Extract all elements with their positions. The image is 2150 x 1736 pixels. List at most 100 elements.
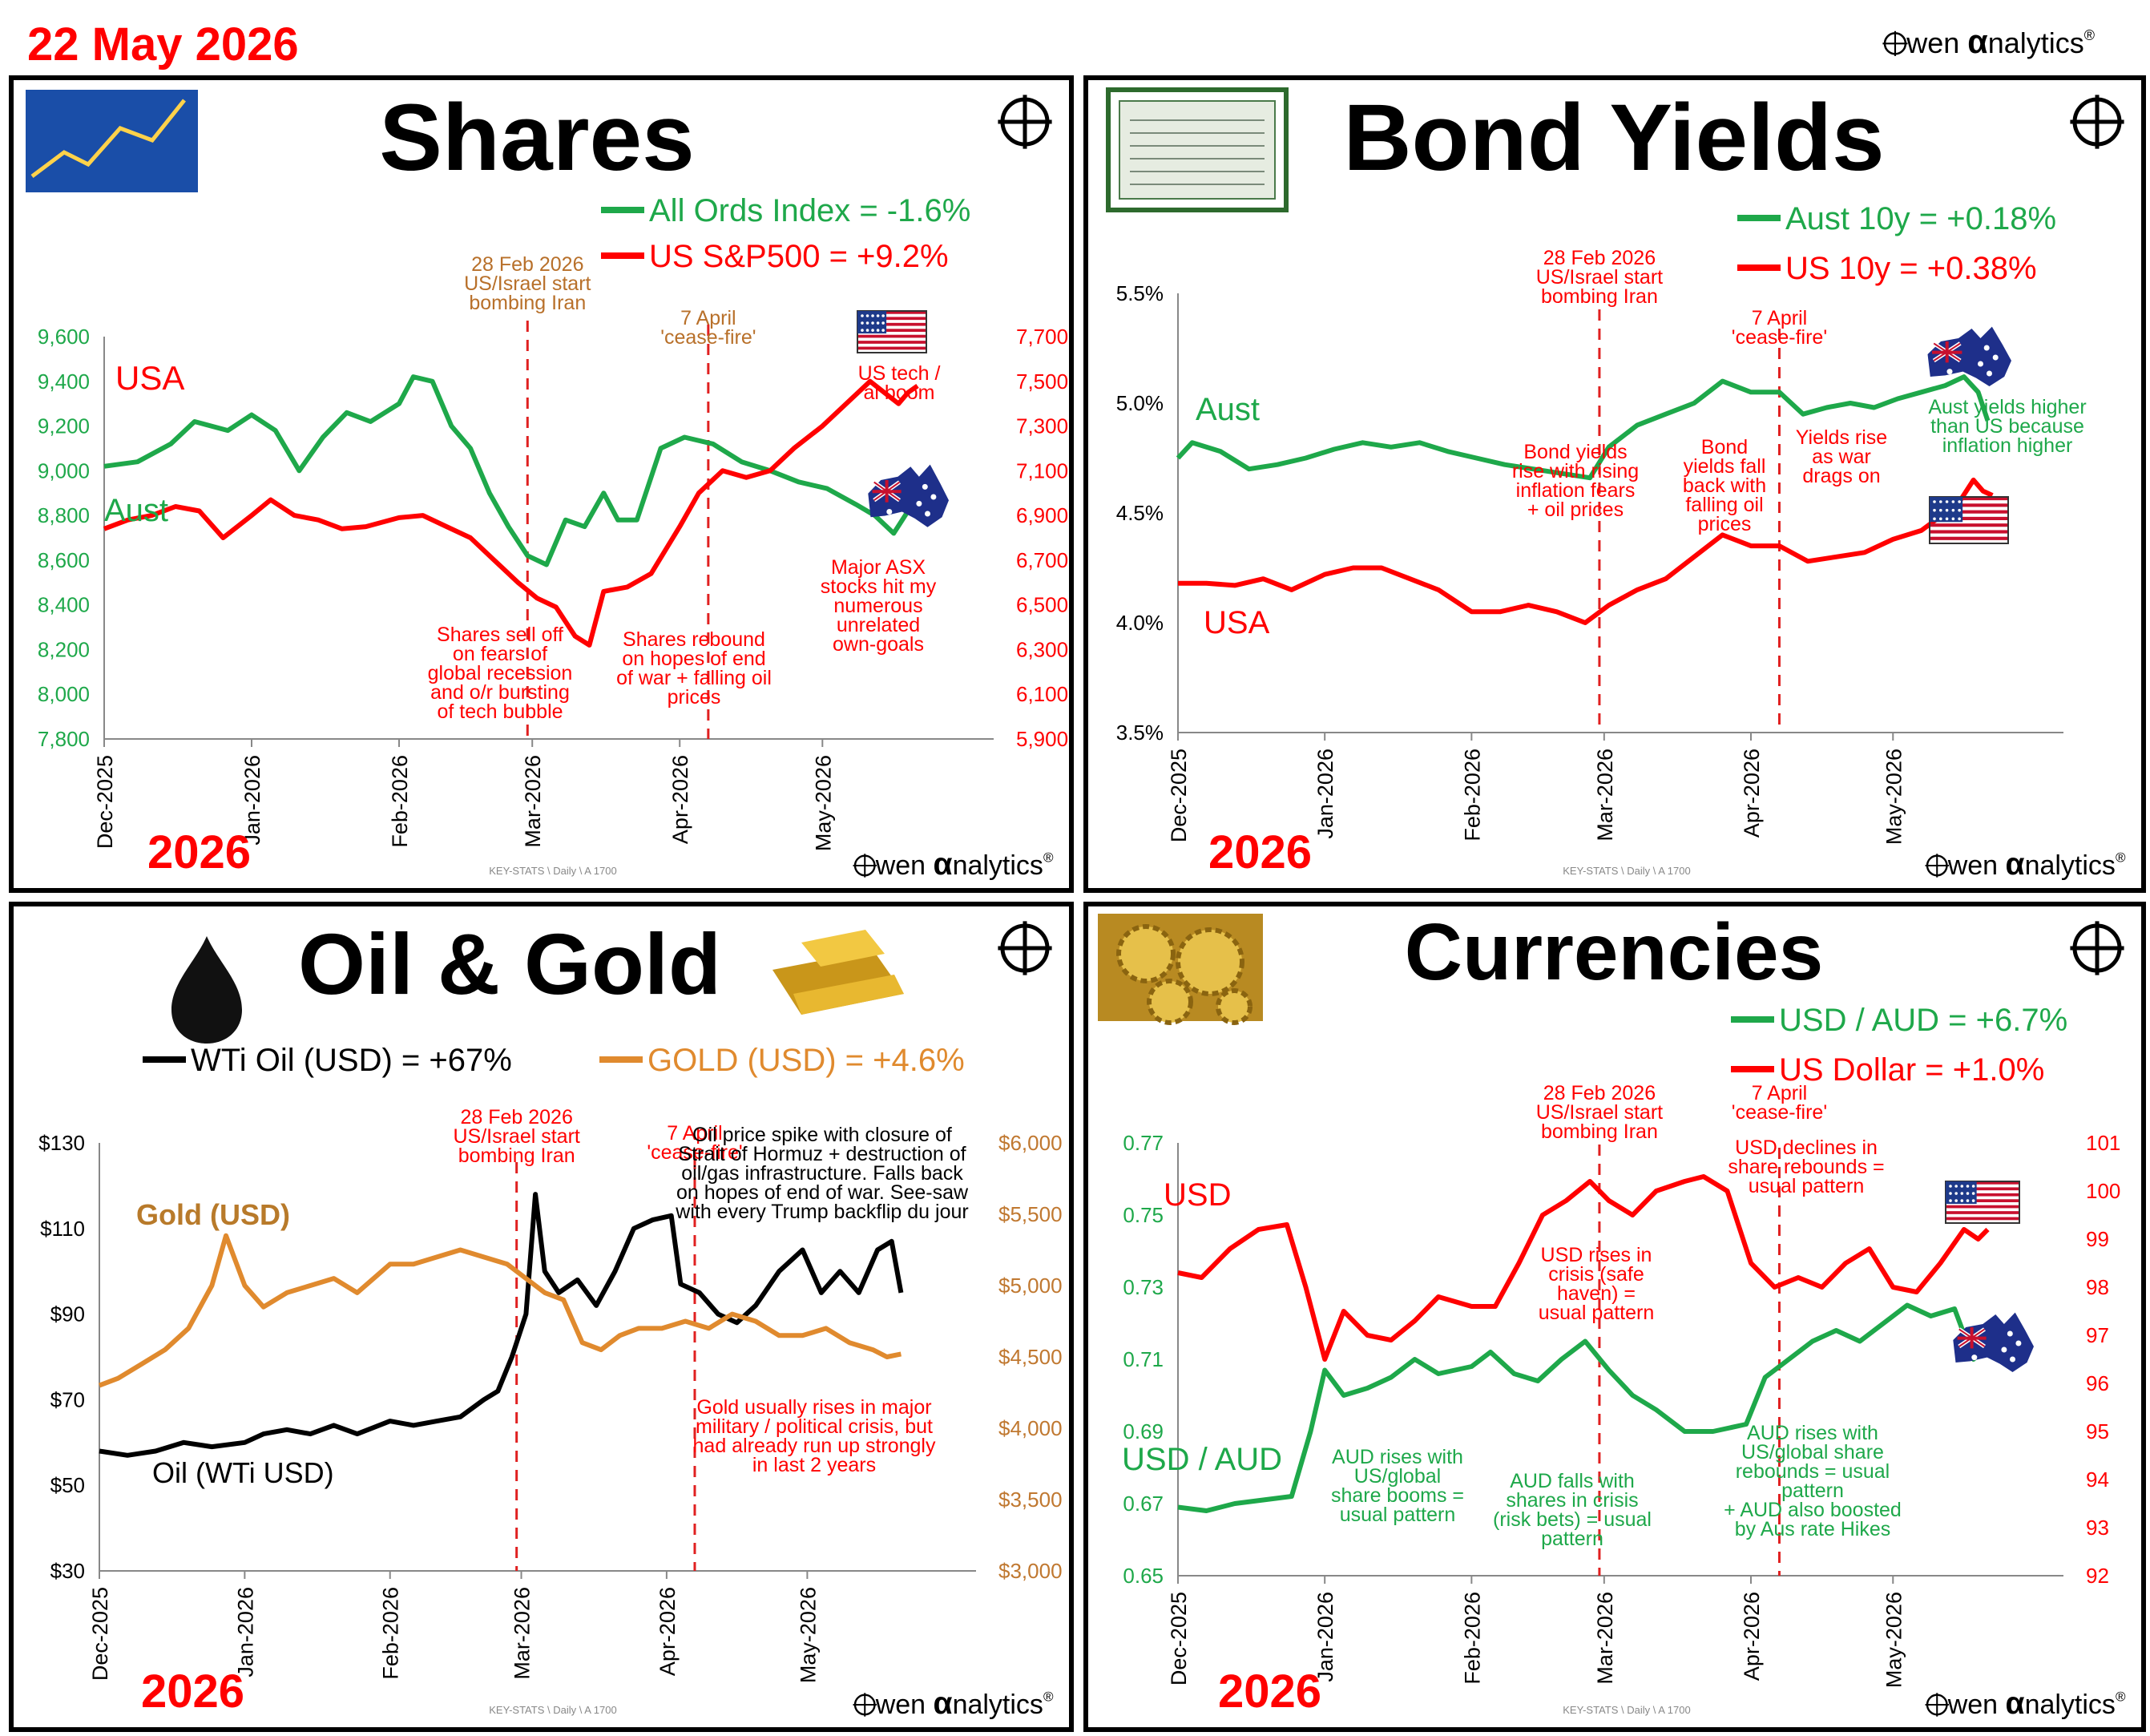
flag-star (1978, 361, 1983, 367)
legend-label: US Dollar = +1.0% (1779, 1052, 2044, 1088)
brand-rest: nalytics (953, 850, 1043, 881)
flag-star (922, 483, 928, 490)
annotation-line: usual pattern (1340, 1504, 1456, 1526)
y-right-tick-label: 93 (2086, 1516, 2109, 1540)
brand-reg: ® (1043, 850, 1054, 866)
y-left-tick-label: 5.5% (1116, 281, 1164, 305)
event-label-event1-line: 28 Feb 2026 (1543, 247, 1656, 269)
series-label: USA (1204, 605, 1270, 640)
annotation-line: of tech bubble (437, 700, 563, 723)
brand-name: wen αnalytics® (1906, 23, 2095, 60)
flag-stripe (857, 311, 926, 314)
flag-star (1954, 1199, 1958, 1202)
x-tick-label: May-2026 (811, 755, 835, 851)
brand-logo: wen αnalytics® (853, 847, 1054, 882)
annotation-line: share rebounds = (1728, 1156, 1884, 1178)
crosshair-icon (998, 921, 1052, 975)
annotation-line: Yields rise (1796, 426, 1887, 449)
y-left-tick-label: 9,600 (38, 325, 90, 349)
annotation-line: had already run up strongly (693, 1435, 936, 1457)
flag-stripe (1930, 523, 2008, 527)
y-left-tick-label: 4.0% (1116, 611, 1164, 635)
annotation-line: rebounds = usual (1736, 1460, 1890, 1483)
annotation-line: + AUD also boosted (1724, 1499, 1902, 1521)
flag-star (1949, 1199, 1952, 1202)
y-left-tick-label: 8,400 (38, 593, 90, 617)
legend-item: WTi Oil (USD) = +67% (143, 1043, 512, 1078)
flag-star (865, 314, 869, 317)
flag-star (1951, 508, 1955, 512)
legend-item: US Dollar = +1.0% (1731, 1052, 2044, 1088)
brand-name: wen αnalytics® (875, 1686, 1054, 1721)
event-label-event2: 7 April'cease-fire' (660, 307, 756, 349)
flag-star (1946, 369, 1953, 375)
y-left-tick-label: 8,200 (38, 637, 90, 661)
gold-bar-top (801, 930, 885, 967)
brand-name-part: wen (875, 850, 934, 881)
us-flag-icon (1929, 496, 2009, 544)
us-flag-icon (1945, 1181, 2020, 1224)
flag-star (1987, 370, 1992, 377)
annotation-line: Major ASX (831, 556, 926, 579)
brand-alpha: α (1967, 23, 1988, 60)
annotation-line: in last 2 years (752, 1454, 876, 1476)
legend-item: US 10y = +0.38% (1737, 251, 2037, 286)
australia-map-flag-icon (1953, 1312, 2034, 1372)
stock-ticker-arrow (30, 99, 186, 178)
legend-label: Aust 10y = +0.18% (1785, 201, 2056, 236)
event-label-event2: 7 April'cease-fire' (1732, 1082, 1827, 1124)
flag-star (916, 500, 922, 507)
gold-bars-highlight (793, 975, 904, 1015)
brand-alpha: α (2006, 847, 2025, 882)
flag-star (1951, 500, 1955, 503)
y-left-tick-label: 8,000 (38, 682, 90, 706)
annotation-line: usual pattern (1539, 1302, 1655, 1324)
y-right-tick-label: 6,700 (1016, 548, 1068, 572)
annotation-line: with every Trump backflip du jour (675, 1201, 968, 1223)
flag-stripe (857, 334, 926, 338)
y-right-tick-label: 7,500 (1016, 369, 1068, 394)
legend-label: WTi Oil (USD) = +67% (191, 1043, 512, 1078)
x-tick-label: Dec-2025 (93, 755, 117, 849)
legend-label: US 10y = +0.38% (1785, 251, 2037, 286)
y-right-tick-label: 5,900 (1016, 727, 1068, 751)
flag-star (925, 511, 930, 517)
flag-stripe (857, 322, 926, 326)
event-label-event2: 7 April'cease-fire' (1732, 307, 1827, 349)
event-label-event1-line: 28 Feb 2026 (471, 253, 583, 276)
x-tick-label: Feb-2026 (1460, 1592, 1484, 1685)
flag-star (1966, 1185, 1970, 1188)
event-label-event1-line: bombing Iran (458, 1145, 575, 1167)
annotation-line: usual pattern (1749, 1175, 1865, 1197)
flag-star (1933, 517, 1936, 521)
y-right-tick-label: 95 (2086, 1419, 2109, 1443)
brand-name: wen αnalytics® (1947, 1686, 2126, 1721)
certificate-inner (1119, 100, 1276, 200)
australia-map-flag-icon (1927, 326, 2011, 386)
annotation-line: global recession (428, 662, 573, 684)
flag-star (2001, 1346, 2007, 1353)
y-left-tick-label: 8,800 (38, 503, 90, 527)
flag-stripe (1946, 1211, 2019, 1214)
flag-star (1951, 517, 1955, 521)
y-right-tick-label: 97 (2086, 1323, 2109, 1347)
legend-item: USD / AUD = +6.7% (1731, 1003, 2067, 1038)
brand-logo: wen αnalytics® (1925, 847, 2126, 882)
annotation-line: oil/gas infrastructure. Falls back (681, 1162, 963, 1185)
flag-star (1966, 1192, 1970, 1195)
y-left-tick-label: 8,600 (38, 548, 90, 572)
brand-alpha: α (2006, 1686, 2025, 1721)
flag-star (861, 329, 864, 332)
annotation-line: (risk bets) = usual (1493, 1508, 1652, 1531)
annotation-line: unrelated (837, 614, 920, 636)
flag-star (881, 314, 885, 317)
annotation-line: Aust yields higher (1928, 396, 2086, 418)
flag-stripe (857, 341, 926, 344)
y-left-tick-label: 9,000 (38, 458, 90, 482)
y-right-tick-label: 101 (2086, 1131, 2120, 1155)
legend-item: Aust 10y = +0.18% (1737, 201, 2056, 236)
